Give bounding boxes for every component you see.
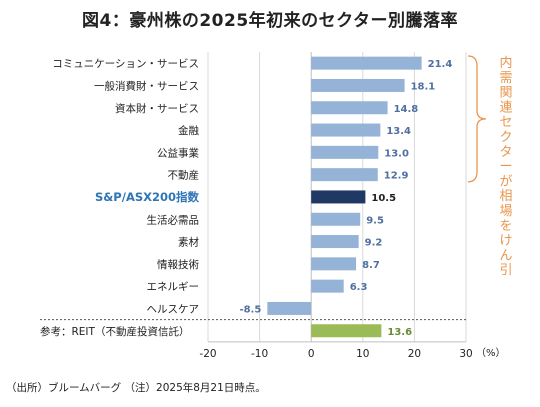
bar-4 <box>311 145 379 159</box>
x-tick-label-5: 30 <box>459 348 472 360</box>
bracket-label-char-9: 相 <box>499 189 512 204</box>
bracket-label-char-13: ん <box>499 248 512 263</box>
value-label-11: -8.5 <box>239 304 261 315</box>
value-label-2: 14.8 <box>394 104 419 115</box>
value-label-7: 9.5 <box>366 215 384 226</box>
curly-bracket <box>467 55 487 183</box>
category-label-10: エネルギー <box>147 281 200 293</box>
value-label-4: 13.0 <box>384 148 409 159</box>
value-label-8: 9.2 <box>365 238 383 249</box>
category-label-9: 情報技術 <box>157 258 199 271</box>
category-label-8: 素材 <box>178 236 199 249</box>
value-label-6: 10.5 <box>371 193 396 204</box>
category-label-4: 公益事業 <box>157 146 199 159</box>
value-label-9: 8.7 <box>362 260 380 271</box>
bracket-label-char-1: 需 <box>499 71 512 86</box>
x-tick-label-1: -10 <box>251 348 268 360</box>
bracket-label-char-4: セ <box>499 115 512 130</box>
bracket-label-char-14: 引 <box>499 263 512 278</box>
bracket-label-char-2: 関 <box>499 86 512 101</box>
x-tick-label-0: -20 <box>199 348 216 360</box>
category-label-11: ヘルスケア <box>147 303 200 315</box>
bracket-label-char-3: 連 <box>499 100 512 115</box>
bar-5 <box>311 168 378 182</box>
bracket-label-char-10: 場 <box>499 204 512 219</box>
value-label-1: 18.1 <box>411 81 436 92</box>
bracket-label-char-7: ー <box>499 160 512 175</box>
bar-12 <box>311 324 382 338</box>
bracket-label-char-11: を <box>499 219 512 234</box>
bracket-label-char-6: タ <box>499 145 512 160</box>
category-label-7: 生活必需品 <box>147 213 200 226</box>
bar-0 <box>311 56 422 70</box>
bracket-label-char-12: け <box>499 234 512 249</box>
value-labels: 21.4 18.1 14.8 13.4 13.0 12.9 10.5 9.5 9.2 8.7 6.3… <box>239 59 452 338</box>
category-label-0: コミュニケーション・サービス <box>52 58 199 70</box>
category-label-3: 金融 <box>178 124 199 137</box>
bar-2 <box>311 101 388 115</box>
category-label-5: 不動産 <box>168 169 200 182</box>
category-label-12: 参考：REIT（不動産投資信託） <box>40 325 189 338</box>
value-label-3: 13.4 <box>386 126 411 137</box>
bar-8 <box>311 235 359 249</box>
bar-11 <box>267 301 312 315</box>
bracket-label-char-5: ク <box>499 130 512 145</box>
category-label-1: 一般消費財・サービス <box>94 79 199 92</box>
category-label-2: 資本財・サービス <box>115 102 199 115</box>
value-label-0: 21.4 <box>428 59 453 70</box>
category-label-6: S&P/ASX200指数 <box>95 190 199 204</box>
x-tick-label-3: 10 <box>356 348 369 360</box>
chart-title: 図4：豪州株の2025年初来のセクター別騰落率 <box>82 11 458 31</box>
value-label-10: 6.3 <box>350 282 368 293</box>
bar-7 <box>311 212 361 226</box>
bar-6 <box>311 190 366 204</box>
x-unit-label: （%） <box>476 347 506 359</box>
bar-1 <box>311 78 405 92</box>
value-label-5: 12.9 <box>384 171 409 182</box>
bar-3 <box>311 123 381 137</box>
bracket-label-char-8: が <box>499 174 512 189</box>
category-labels: コミュニケーション・サービス一般消費財・サービス資本財・サービス金融公益事業不動… <box>40 58 199 338</box>
bar-9 <box>311 257 357 271</box>
x-tick-label-4: 20 <box>408 348 421 360</box>
x-axis: -20 -10 0 10 20 30 （%） <box>199 341 506 360</box>
x-tick-label-2: 0 <box>308 348 315 360</box>
bars <box>267 56 422 338</box>
bracket-label-char-0: 内 <box>499 55 512 71</box>
bar-10 <box>311 279 344 293</box>
source-note: （出所）ブルームバーグ （注）2025年8月21日時点。 <box>6 382 266 394</box>
value-label-12: 13.6 <box>387 327 412 338</box>
